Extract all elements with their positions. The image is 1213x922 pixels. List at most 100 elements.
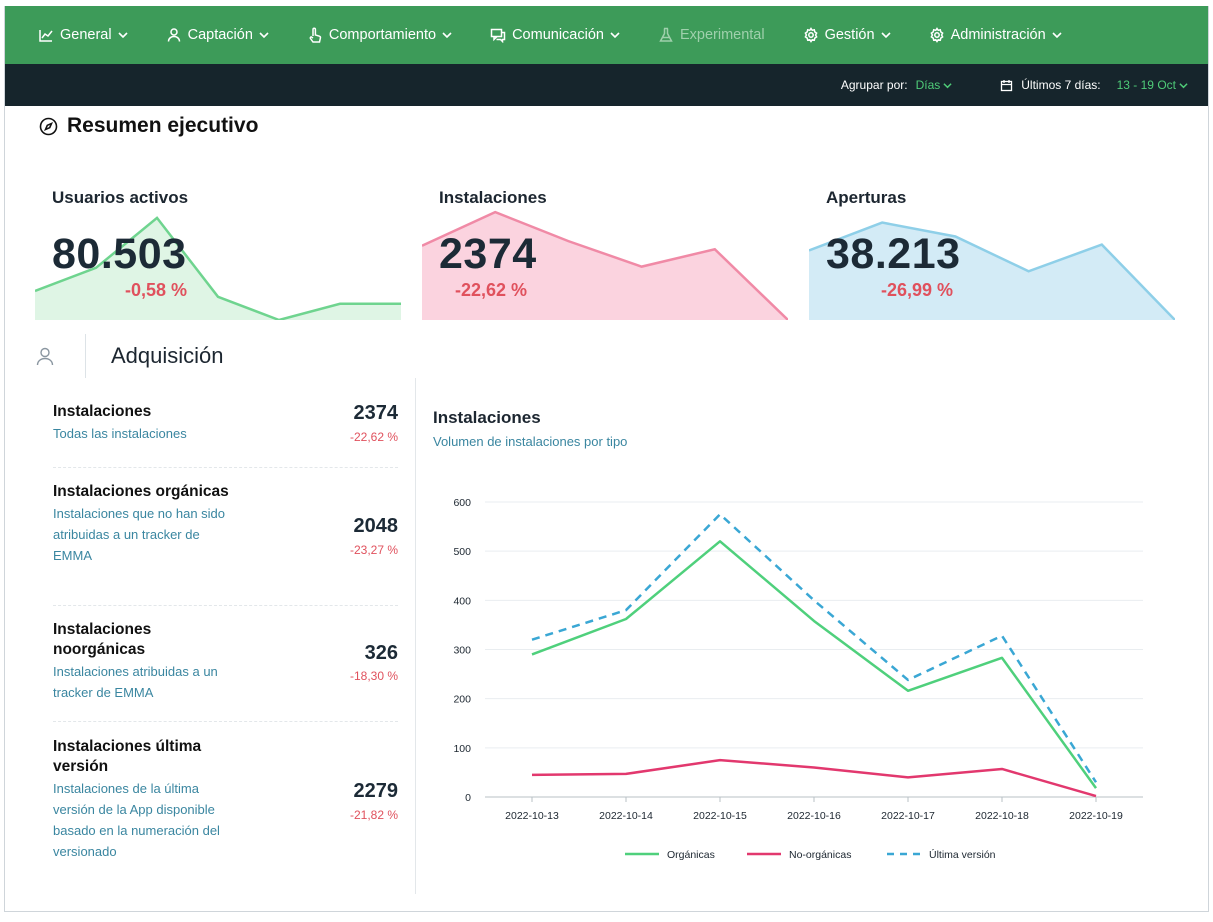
kpi-value: 2374 [439,230,537,278]
kpi-label: Usuarios activos [52,188,189,207]
header-divider [85,334,86,378]
nav-comportamiento[interactable]: Comportamiento [288,6,471,64]
user-icon [167,28,180,42]
chart-icon [39,30,53,42]
chevron-down-icon [943,82,952,88]
metric-title: Instalaciones no⁠orgánicas [53,621,152,658]
chevron-down-icon [442,32,452,39]
x-tick-label: 2022-10-16 [787,810,841,822]
nav-experimental[interactable]: Experimental [639,6,784,64]
compass-icon [39,117,58,135]
nav-general-label: General [60,27,112,43]
y-tick-label: 100 [453,743,471,755]
chevron-down-icon [1052,32,1062,39]
metric-change: -18,30 % [349,669,398,683]
legend-label: No-orgánicas [789,849,851,861]
legend-item[interactable]: Orgánicas [625,849,715,861]
sparkline [35,216,401,320]
sparkline-line [422,210,788,320]
acquisition-title: Adquisición [111,343,224,368]
nav-administracion[interactable]: Administración [910,6,1081,64]
flask-icon [659,27,673,42]
chat-icon [490,28,506,43]
metric-change: -22,62 % [349,430,398,444]
y-tick-label: 300 [453,645,471,657]
nav-captacion[interactable]: Captación [147,6,288,64]
x-tick-label: 2022-10-18 [975,810,1029,822]
metric-organic-installs[interactable]: Instalaciones orgánicas Instalaciones qu… [53,482,398,606]
x-tick-label: 2022-10-14 [599,810,653,822]
metric-value: 2374 [353,402,399,424]
sparkline [809,221,1175,320]
gear-icon [929,27,944,43]
group-by-value: Días [915,78,941,92]
page-title: Resumen ejecutivo [39,114,258,138]
metric-value: 2048 [353,515,399,537]
sparkline-line [809,221,1175,320]
nav-gestion[interactable]: Gestión [784,6,910,64]
app-frame: General Captación Comportamiento Comunic… [4,6,1209,912]
legend-item[interactable]: No-orgánicas [747,849,851,861]
group-by-label: Agrupar por: [840,78,908,92]
user-icon [36,347,54,366]
metric-title: Instalaciones orgánicas [53,483,229,500]
date-range-dropdown[interactable]: 13 - 19 Oct [1117,78,1188,92]
sparkline-area [809,222,1175,320]
group-by-control: Agrupar por: Días [841,78,952,92]
acquisition-header: Adquisición [35,334,224,378]
kpi-change: -0,58 % [125,280,188,300]
sparkline [422,210,788,320]
column-divider [415,378,416,894]
installs-line-chart: 0 100 200 300 400 500 600 2022-10-13 2022-10-14 2… [453,497,1143,861]
date-range-label: Últimos 7 días: [1021,78,1101,92]
top-navigation: General Captación Comportamiento Comunic… [5,6,1208,64]
date-range-control: Últimos 7 días: 13 - 19 Oct [1000,78,1188,92]
nav-administracion-label: Administración [950,27,1046,43]
series-line[interactable] [531,540,1098,789]
y-tick-label: 200 [453,694,471,706]
series-line[interactable] [531,758,1097,798]
y-tick-label: 600 [453,497,471,509]
y-tick-label: 400 [453,595,471,607]
metric-title: Instalaciones [53,403,152,420]
filter-bar: Agrupar por: Días Últimos 7 días: 13 - 1… [5,64,1208,106]
nav-captacion-label: Captación [187,27,253,43]
chart-subtitle: Volumen de instalaciones por tipo [433,434,628,449]
series-line[interactable] [531,513,1098,783]
y-tick-label: 0 [465,792,471,804]
sparkline-line [35,216,401,320]
nav-gestion-label: Gestión [824,27,875,43]
kpi-change: -26,99 % [881,280,954,300]
x-tick-label: 2022-10-19 [1069,810,1123,822]
x-tick-label: 2022-10-15 [693,810,747,822]
metric-description: Todas las instalaciones [53,426,187,441]
metric-installs[interactable]: Instalaciones Todas las instalaciones 23… [53,402,398,468]
y-tick-label: 500 [453,546,471,558]
nav-experimental-label: Experimental [679,27,765,43]
chevron-down-icon [881,32,891,39]
metric-non-organic-installs[interactable]: Instalaciones no⁠orgánicas Instalaciones… [53,620,398,722]
kpi-value: 80.503 [52,230,187,278]
pointer-icon [309,27,322,43]
legend-label: Orgánicas [667,849,715,861]
kpi-installs[interactable]: Instalaciones 2374 -22,62 % [422,184,788,320]
metric-change: -21,82 % [349,808,398,822]
chart-title: Instalaciones [433,408,541,427]
x-tick-label: 2022-10-13 [505,810,559,822]
kpi-opens[interactable]: Aperturas 38.213 -26,99 % [809,184,1175,320]
kpi-active-users[interactable]: Usuarios activos 80.503 -0,58 % [35,184,401,320]
page-title-text: Resumen ejecutivo [67,114,259,137]
kpi-label: Instalaciones [439,188,547,207]
legend-item[interactable]: Última versión [887,848,996,861]
nav-comunicacion[interactable]: Comunicación [471,6,639,64]
date-range-value: 13 - 19 Oct [1116,78,1176,92]
metric-latest-version-installs[interactable]: Instalaciones última versión Instalacion… [53,737,398,877]
chevron-down-icon [1179,82,1188,88]
metric-title: Instalaciones última versión [53,738,202,775]
group-by-dropdown[interactable]: Días [916,78,953,92]
chevron-down-icon [259,32,269,39]
nav-general[interactable]: General [19,6,147,64]
legend-label: Última versión [929,848,996,861]
kpi-change: -22,62 % [455,280,528,300]
metric-description: Instalaciones que no han sido atribuidas… [53,506,226,563]
